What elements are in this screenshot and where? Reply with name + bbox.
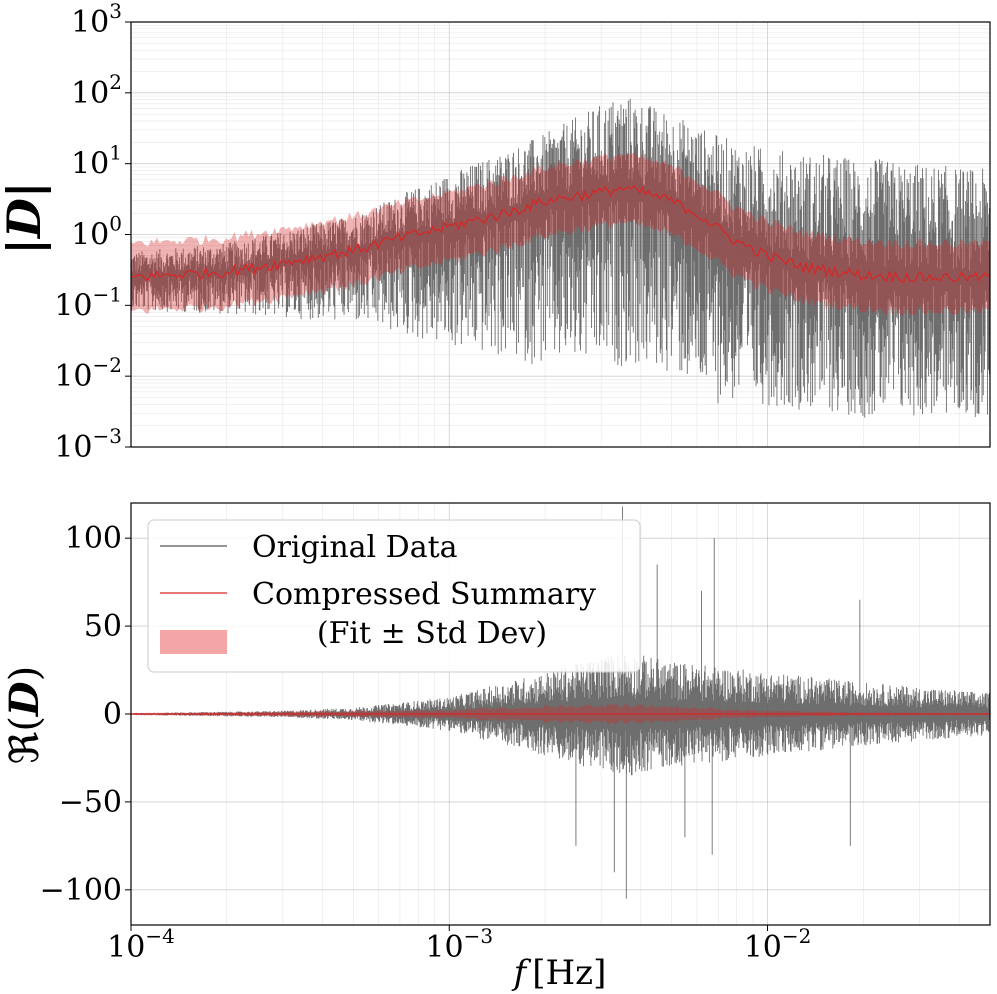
top-ytick-exp-1: −2 [93,353,122,377]
x-axis-label: f [Hz] [511,953,607,993]
bottom-y-axis-label: ℜ(D) [1,666,48,764]
top-data [130,98,991,418]
bottom-ylabel-prefix: ℜ( [2,716,48,764]
bottom-ytick-label-0: 100 [65,521,122,556]
top-ytick-base-4: 10 [71,147,109,182]
top-y-axis-label: |D| [0,181,51,254]
bottom-ylabel-var: D [1,681,48,717]
bottom-ylabel-suffix: ) [2,666,48,682]
top-ytick-exp-0: −3 [93,424,122,448]
bottom-xtick-label-0: 10−4 [107,924,175,965]
bottom-xtick-base-1: 10 [425,930,463,965]
top-ytick-exp-3: 0 [109,212,122,236]
top-ytick-exp-2: −1 [93,282,122,306]
bottom-ytick-label-3: −50 [59,785,122,820]
legend-band-swatch [160,630,227,654]
bottom-xtick-base-2: 10 [744,930,782,965]
top-ytick-exp-5: 2 [109,70,122,94]
top-ytick-base-2: 10 [54,288,92,323]
top-ytick-exp-6: 3 [109,0,122,23]
legend-band-label: (Fit ± Std Dev) [317,616,547,651]
bottom-ytick-label-4: −100 [40,873,122,908]
bottom-xtick-label-2: 10−2 [744,924,812,965]
bottom-xtick-base-0: 10 [107,930,145,965]
bottom-x-ticks: 10−4 10−3 10−2 [107,924,811,965]
legend-summary-label: Compressed Summary [252,577,596,612]
top-ytick-base-3: 10 [71,218,109,253]
top-ytick-label-1: 10−2 [54,353,122,394]
bottom-xtick-exp-1: −3 [464,924,493,948]
top-ytick-exp-4: 1 [109,141,122,165]
legend-box [147,519,641,673]
bottom-ytick-label-1: 50 [84,609,122,644]
bottom-ytick-label-2: 0 [103,697,122,732]
top-ytick-base-1: 10 [54,359,92,394]
top-fit-line [130,184,991,284]
legend-original-label: Original Data [252,530,458,565]
top-ytick-label-6: 103 [71,0,122,40]
top-ytick-base-6: 10 [71,5,109,40]
bottom-xtick-exp-2: −2 [782,924,811,948]
top-std-band [131,152,990,316]
bottom-xtick-exp-0: −4 [145,924,174,948]
top-ytick-base-0: 10 [54,430,92,465]
top-ytick-label-5: 102 [71,70,122,111]
xlabel-unit: [Hz] [532,953,606,993]
top-ytick-base-5: 10 [71,76,109,111]
bottom-xtick-label-1: 10−3 [425,924,493,965]
bottom-y-ticks: 100 50 0 −50 −100 [40,521,131,908]
top-ytick-label-2: 10−1 [54,282,122,323]
top-ytick-label-0: 10−3 [54,424,122,465]
legend: Original Data Compressed Summary (Fit ± … [147,519,641,673]
top-ytick-label-3: 100 [71,212,122,253]
top-ytick-label-4: 101 [71,141,122,182]
xlabel-var: f [511,953,532,993]
